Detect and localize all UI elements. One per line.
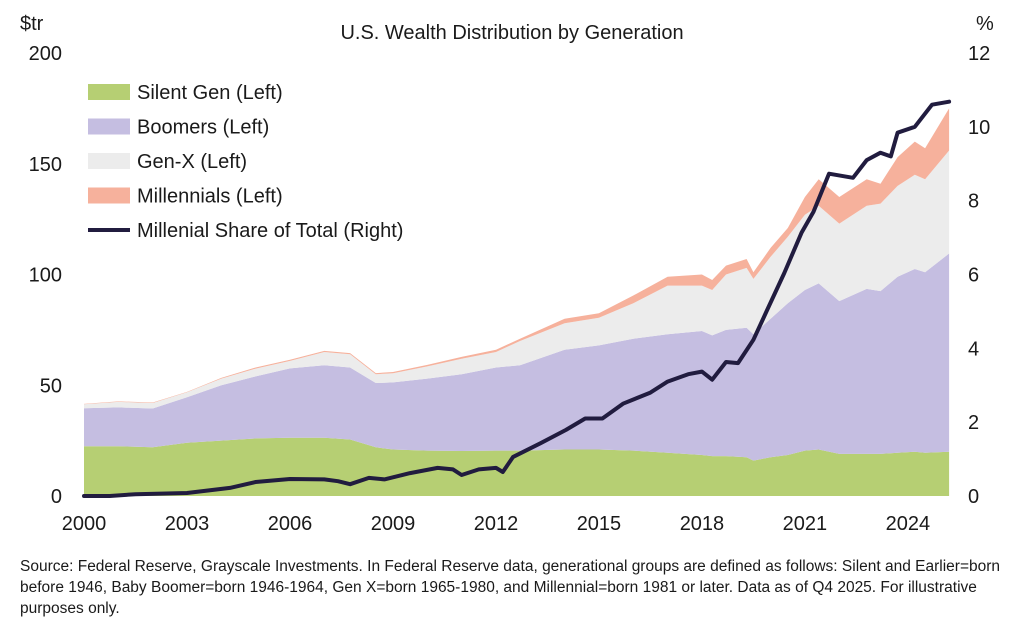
area-gen-x-left <box>84 150 950 409</box>
legend-label: Boomers (Left) <box>137 117 269 139</box>
chart-title: U.S. Wealth Distribution by Generation <box>340 22 683 44</box>
y-left-tick-label: 150 <box>29 154 62 176</box>
axis-ticks: 2000 2003 2006 2009 2012 2015 2018 2021 20240501… <box>29 43 991 535</box>
y-right-tick-label: 8 <box>968 191 979 213</box>
y-right-tick-label: 12 <box>968 43 990 65</box>
legend-label: Millenial Share of Total (Right) <box>137 220 403 242</box>
y-right-tick-label: 2 <box>968 412 979 434</box>
x-tick-label: 2012 <box>474 513 519 535</box>
y-left-tick-label: 100 <box>29 265 62 287</box>
millennial-share-line <box>82 99 952 498</box>
area-boomers-left <box>84 253 950 461</box>
x-tick-label: 2015 <box>577 513 622 535</box>
x-tick-label: 2000 <box>62 513 107 535</box>
y-left-tick-label: 0 <box>51 486 62 508</box>
y-left-tick-label: 200 <box>29 43 62 65</box>
legend-label: Millennials (Left) <box>137 186 283 208</box>
left-axis-unit: $tr <box>20 13 44 35</box>
legend: Silent Gen (Left) Boomers (Left) Gen-X (Le… <box>88 82 403 242</box>
stacked-areas <box>84 108 950 496</box>
y-right-tick-label: 0 <box>968 486 979 508</box>
source-note: Source: Federal Reserve, Grayscale Inves… <box>20 558 1001 617</box>
x-tick-label: 2021 <box>783 513 828 535</box>
legend-swatch <box>88 153 130 169</box>
y-right-tick-label: 6 <box>968 265 979 287</box>
x-tick-label: 2018 <box>680 513 725 535</box>
legend-label: Silent Gen (Left) <box>137 82 283 104</box>
y-right-tick-label: 4 <box>968 338 979 360</box>
legend-label: Gen-X (Left) <box>137 151 247 173</box>
legend-swatch <box>88 118 130 135</box>
x-tick-label: 2003 <box>165 513 210 535</box>
area-silent-gen-left <box>84 437 950 496</box>
y-right-tick-label: 10 <box>968 117 990 139</box>
legend-swatch <box>88 187 130 204</box>
x-tick-label: 2009 <box>371 513 416 535</box>
right-axis-unit: % <box>976 13 994 35</box>
y-left-tick-label: 50 <box>40 375 62 397</box>
legend-swatch <box>88 84 130 100</box>
x-tick-label: 2024 <box>886 513 931 535</box>
share-line-layer <box>82 99 952 498</box>
x-tick-label: 2006 <box>268 513 313 535</box>
